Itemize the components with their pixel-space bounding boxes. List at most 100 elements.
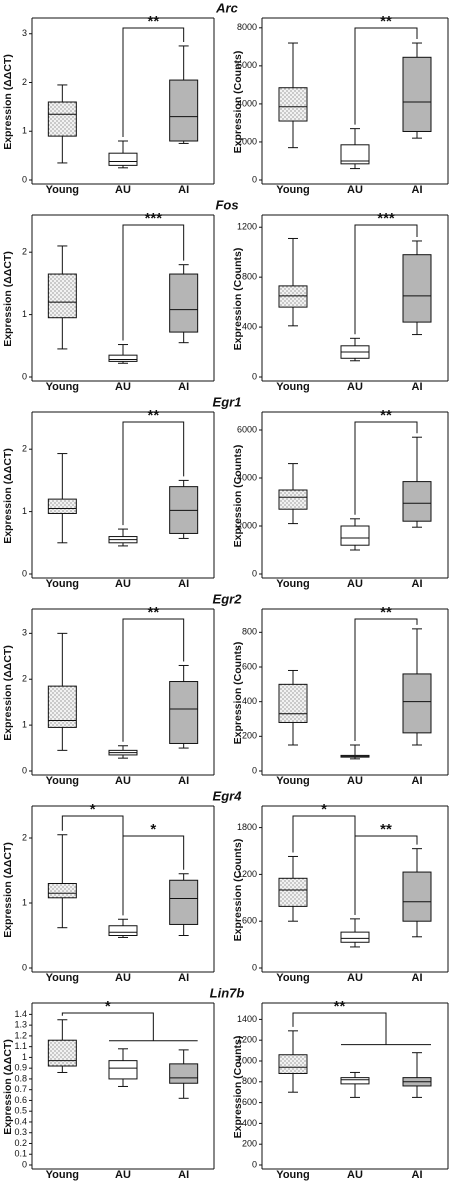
category-label: Young bbox=[46, 184, 79, 196]
y-axis-label: Expression (Counts) bbox=[232, 642, 244, 745]
y-tick-label: 600 bbox=[242, 1097, 257, 1107]
y-axis-label: Expression (ΔΔCT) bbox=[2, 645, 14, 741]
category-label: AU bbox=[347, 184, 363, 196]
y-axis-label: Expression (Counts) bbox=[232, 839, 244, 942]
y-tick-label: 0.1 bbox=[14, 1149, 27, 1159]
category-label: AI bbox=[412, 578, 423, 590]
y-axis-label: Expression (Counts) bbox=[232, 445, 244, 548]
y-tick-label: 600 bbox=[242, 661, 257, 671]
box bbox=[340, 144, 370, 165]
box bbox=[169, 681, 199, 744]
significance-bracket bbox=[122, 27, 185, 137]
y-tick-label: 1000 bbox=[237, 1055, 257, 1065]
y-tick-label: 1.1 bbox=[14, 1041, 27, 1051]
y-tick-label: 1 bbox=[22, 719, 27, 729]
significance-label: ** bbox=[380, 604, 392, 621]
box bbox=[402, 56, 432, 132]
category-label: Young bbox=[46, 775, 79, 787]
significance-bracket bbox=[354, 618, 418, 741]
significance-label: ** bbox=[147, 604, 159, 621]
y-tick-label: 0.3 bbox=[14, 1127, 27, 1137]
significance-bracket bbox=[61, 815, 124, 916]
y-tick-label: 1200 bbox=[237, 222, 257, 232]
category-label: AI bbox=[412, 775, 423, 787]
y-tick-label: 6000 bbox=[237, 60, 257, 70]
y-tick-label: 4000 bbox=[237, 472, 257, 482]
category-label: AU bbox=[347, 775, 363, 787]
significance-label: * bbox=[150, 821, 156, 838]
category-label: Young bbox=[46, 578, 79, 590]
y-tick-label: 1 bbox=[22, 1052, 27, 1062]
significance-bracket bbox=[292, 1012, 431, 1046]
category-label: AU bbox=[115, 1169, 131, 1181]
chart-title: Egr2 bbox=[213, 591, 243, 606]
y-axis-label: Expression (Counts) bbox=[232, 1036, 244, 1139]
box bbox=[108, 354, 138, 362]
y-tick-label: 800 bbox=[242, 627, 257, 637]
category-label: AU bbox=[115, 775, 131, 787]
category-label: AU bbox=[347, 578, 363, 590]
chart-title: Arc bbox=[215, 0, 238, 15]
category-label: AU bbox=[115, 381, 131, 393]
category-label: AU bbox=[115, 184, 131, 196]
y-tick-label: 0 bbox=[22, 174, 27, 184]
y-tick-label: 0.8 bbox=[14, 1073, 27, 1083]
y-tick-label: 0.5 bbox=[14, 1106, 27, 1116]
chart-title: Lin7b bbox=[210, 985, 245, 1000]
y-tick-label: 1200 bbox=[237, 869, 257, 879]
box bbox=[108, 1060, 138, 1080]
significance-label: ** bbox=[380, 407, 392, 424]
significance-label: * bbox=[321, 801, 327, 818]
box bbox=[402, 871, 432, 922]
box bbox=[278, 1054, 308, 1074]
significance-bracket bbox=[354, 835, 418, 915]
y-tick-label: 0 bbox=[252, 962, 257, 972]
y-tick-label: 4000 bbox=[237, 98, 257, 108]
chart-title: Fos bbox=[215, 197, 238, 212]
significance-label: * bbox=[105, 998, 111, 1015]
significance-label: *** bbox=[377, 210, 395, 227]
category-label: AI bbox=[178, 775, 189, 787]
y-tick-label: 600 bbox=[242, 916, 257, 926]
y-tick-label: 400 bbox=[242, 696, 257, 706]
box bbox=[340, 525, 370, 546]
significance-bracket bbox=[122, 224, 185, 341]
box bbox=[47, 685, 77, 728]
box bbox=[278, 489, 308, 510]
box bbox=[47, 883, 77, 899]
box bbox=[402, 673, 432, 734]
y-tick-label: 2 bbox=[22, 77, 27, 87]
significance-bracket bbox=[61, 1012, 198, 1042]
category-label: AI bbox=[178, 1169, 189, 1181]
category-label: AI bbox=[412, 1169, 423, 1181]
category-label: AU bbox=[347, 972, 363, 984]
y-tick-label: 3 bbox=[22, 28, 27, 38]
box bbox=[278, 683, 308, 723]
category-label: Young bbox=[276, 184, 309, 196]
y-tick-label: 200 bbox=[242, 1139, 257, 1149]
y-tick-label: 0.2 bbox=[14, 1138, 27, 1148]
box bbox=[47, 1039, 77, 1067]
y-tick-label: 400 bbox=[242, 321, 257, 331]
significance-label: ** bbox=[380, 821, 392, 838]
y-tick-label: 800 bbox=[242, 272, 257, 282]
y-tick-label: 0.6 bbox=[14, 1095, 27, 1105]
y-tick-label: 0 bbox=[252, 1159, 257, 1169]
y-axis-label: Expression (ΔΔCT) bbox=[2, 54, 14, 150]
y-tick-label: 1400 bbox=[237, 1014, 257, 1024]
box bbox=[169, 273, 199, 333]
significance-label: * bbox=[90, 801, 96, 818]
y-tick-label: 0.4 bbox=[14, 1116, 27, 1126]
significance-label: ** bbox=[380, 13, 392, 30]
category-label: Young bbox=[276, 972, 309, 984]
y-tick-label: 0 bbox=[252, 371, 257, 381]
category-label: AU bbox=[115, 972, 131, 984]
y-tick-label: 1 bbox=[22, 126, 27, 136]
y-tick-label: 2000 bbox=[237, 520, 257, 530]
y-tick-label: 1.2 bbox=[14, 1030, 27, 1040]
category-label: Young bbox=[46, 972, 79, 984]
y-axis-label: Expression (ΔΔCT) bbox=[2, 842, 14, 938]
category-label: AI bbox=[178, 578, 189, 590]
box bbox=[108, 152, 138, 166]
